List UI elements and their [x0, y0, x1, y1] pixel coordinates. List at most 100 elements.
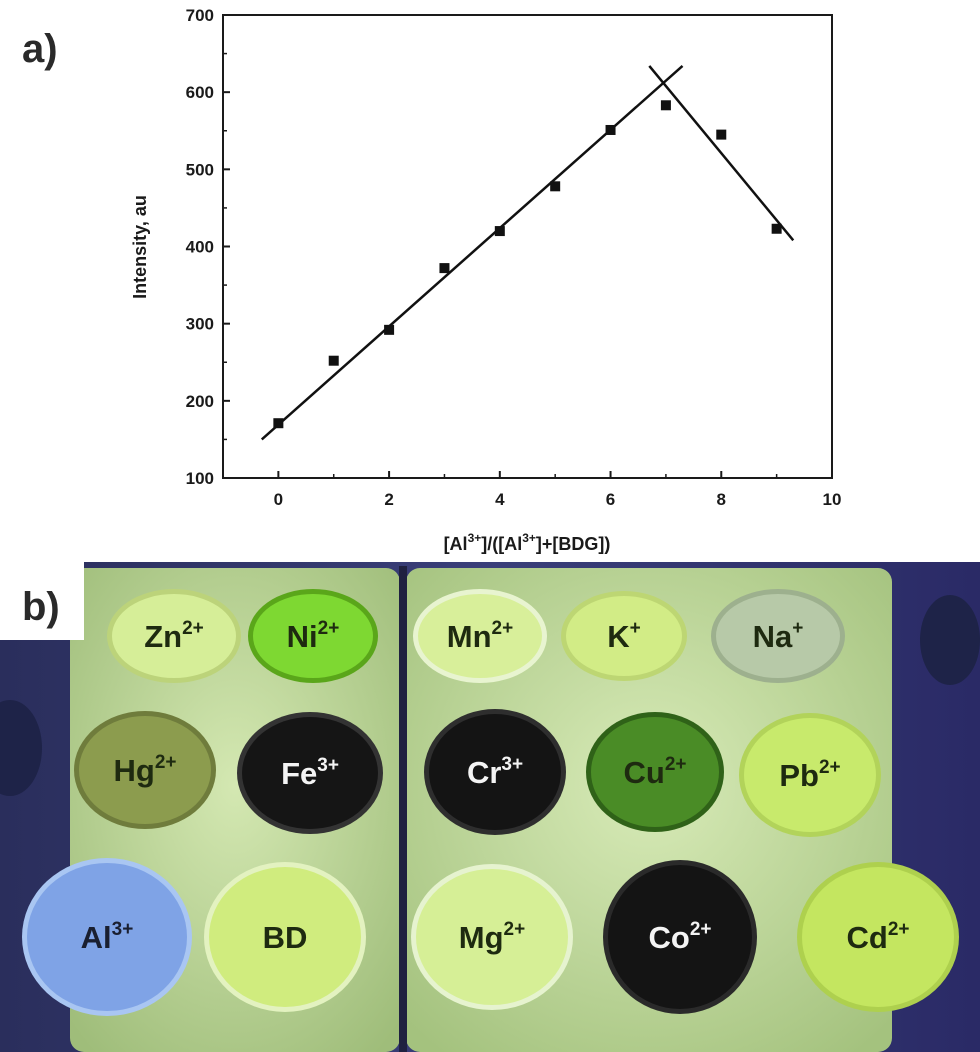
ion-charge: 2+ [182, 618, 204, 639]
intensity-chart: 0 2 4 6 8 10 100 200 300 400 500 600 700 Intensity,… [130, 6, 841, 554]
x-label-text: ]/([Al [481, 534, 522, 554]
data-point [660, 100, 671, 111]
ion-charge: 2+ [318, 618, 340, 639]
data-point [716, 129, 727, 140]
well-label: Cr3+ [467, 754, 523, 790]
wells: Zn2+ Ni2+ Mn2+ K+ Na+Hg2+ Fe3+ Cr3+ Cu2+ Pb2+Al3… [22, 589, 959, 1016]
well-solution [416, 869, 568, 1005]
ion-symbol: Mg [459, 920, 504, 955]
well-solution [242, 717, 378, 829]
well-bd: BD [204, 862, 366, 1012]
well-zn: Zn2+ [107, 589, 241, 683]
ion-symbol: Co [649, 920, 690, 955]
well-label: K+ [607, 618, 641, 654]
well-solution [429, 714, 561, 830]
well-fe: Fe3+ [237, 712, 383, 834]
edge-well-right [920, 595, 980, 685]
y-axis-label: Intensity, au [130, 195, 150, 299]
ion-symbol: BD [263, 920, 308, 955]
data-point [550, 181, 561, 192]
well-pb: Pb2+ [739, 713, 881, 837]
ion-symbol: Hg [114, 753, 155, 788]
well-solution [716, 594, 840, 678]
x-label-superscript: 3+ [522, 531, 536, 545]
ion-charge: 3+ [112, 919, 134, 940]
x-axis-label: [Al3+]/([Al3+]+[BDG]) [444, 531, 611, 554]
well-solution [27, 863, 187, 1011]
well-label: Pb2+ [779, 757, 840, 793]
well-co: Co2+ [603, 860, 757, 1014]
panel-b-label: b) [22, 585, 60, 629]
well-label: Cd2+ [847, 919, 910, 955]
y-tick-label: 700 [186, 6, 214, 25]
y-tick-label: 500 [186, 160, 214, 179]
ion-symbol: Cd [847, 920, 888, 955]
ion-charge: 2+ [888, 919, 910, 940]
plot-frame [222, 14, 833, 479]
data-point [384, 324, 395, 335]
well-solution [209, 867, 361, 1007]
ion-charge: 2+ [492, 618, 514, 639]
ion-charge: 2+ [819, 757, 841, 778]
well-plate-photo: Zn2+ Ni2+ Mn2+ K+ Na+Hg2+ Fe3+ Cr3+ Cu2+ Pb2+Al3… [0, 562, 980, 1052]
fit-lines [260, 64, 795, 441]
ion-symbol: Na [753, 619, 793, 654]
y-tick-label: 300 [186, 315, 214, 334]
ion-symbol: Mn [447, 619, 492, 654]
ion-charge: 3+ [317, 755, 339, 776]
well-mg: Mg2+ [411, 864, 573, 1010]
well-label: Co2+ [649, 919, 712, 955]
x-tick-label: 8 [717, 490, 726, 509]
ion-symbol: Fe [281, 756, 317, 791]
ion-charge: + [792, 618, 803, 639]
edge-well-left [0, 700, 42, 796]
x-tick-label: 0 [274, 490, 283, 509]
ion-symbol: Cu [624, 755, 665, 790]
well-solution [802, 867, 954, 1007]
well-solution [591, 717, 719, 827]
x-tick-label: 4 [495, 490, 505, 509]
panel-b-label-bg [0, 562, 84, 640]
well-solution [112, 594, 236, 678]
ion-charge: + [630, 618, 641, 639]
x-tick-label: 6 [606, 490, 615, 509]
well-label: Hg2+ [114, 752, 177, 788]
panel-a-label: a) [22, 27, 58, 71]
ion-symbol: K [607, 619, 630, 654]
well-hg: Hg2+ [74, 711, 216, 829]
y-axis-ticks: 100 200 300 400 500 600 700 [186, 6, 230, 488]
fit-line [260, 64, 684, 441]
well-na: Na+ [711, 589, 845, 683]
ion-symbol: Ni [287, 619, 318, 654]
well-label: Al3+ [81, 919, 134, 955]
well-cu: Cu2+ [586, 712, 724, 832]
ion-charge: 2+ [665, 754, 687, 775]
x-tick-label: 10 [823, 490, 842, 509]
x-label-text: [Al [444, 534, 468, 554]
ion-charge: 2+ [155, 752, 177, 773]
x-label-superscript: 3+ [468, 531, 482, 545]
data-points [273, 100, 782, 429]
well-ni: Ni2+ [248, 589, 378, 683]
data-point [605, 124, 616, 135]
well-solution [566, 596, 682, 676]
ion-charge: 2+ [504, 919, 526, 940]
ion-symbol: Al [81, 920, 112, 955]
y-tick-label: 200 [186, 392, 214, 411]
data-point [771, 223, 782, 234]
well-cd: Cd2+ [797, 862, 959, 1012]
ion-symbol: Zn [144, 619, 182, 654]
ion-charge: 2+ [690, 919, 712, 940]
well-mn: Mn2+ [413, 589, 547, 683]
data-point [328, 355, 339, 366]
well-label: Mg2+ [459, 919, 525, 955]
well-solution [418, 594, 542, 678]
well-label: Cu2+ [624, 754, 687, 790]
y-tick-label: 600 [186, 83, 214, 102]
plate-divider [399, 566, 407, 1052]
x-axis-ticks: 0 2 4 6 8 10 [222, 471, 842, 509]
x-tick-label: 2 [384, 490, 393, 509]
well-label: Na+ [753, 618, 804, 654]
data-point [439, 263, 450, 274]
data-point [273, 418, 284, 429]
